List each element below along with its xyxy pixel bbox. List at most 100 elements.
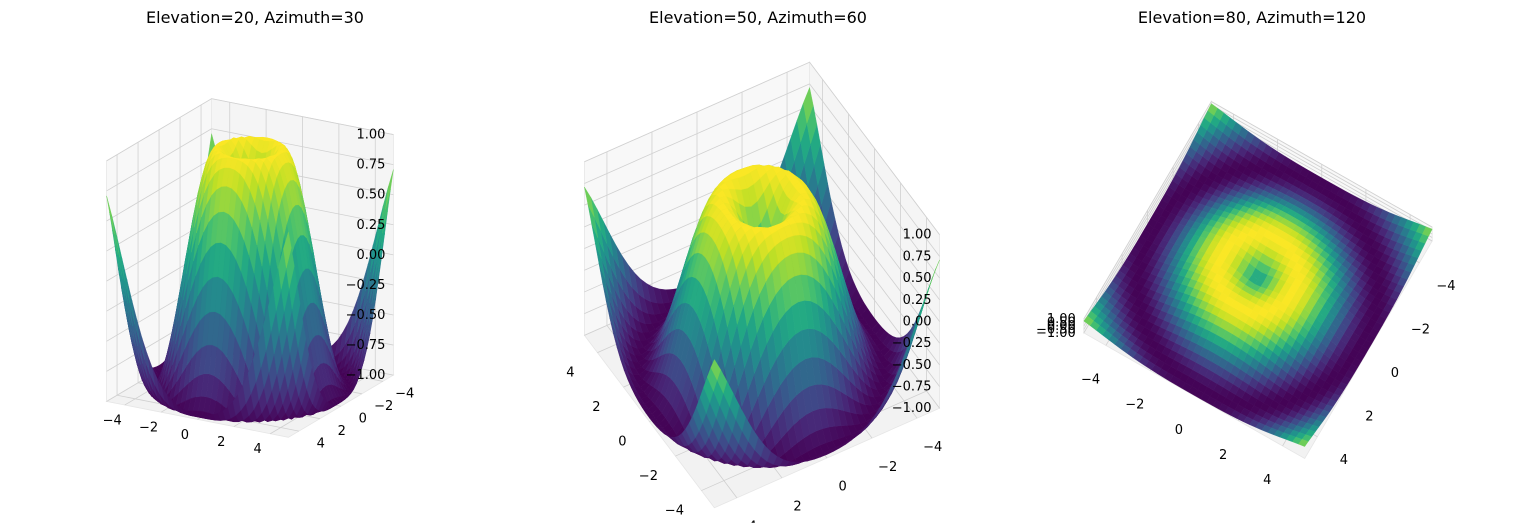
z-tick-label: 0.50 <box>356 188 385 203</box>
subplot-2: −4 4 −2 2 0 0 2 −2 4 −4 1.00 0.75 0.50 0.25 0.00 −0.25 −… <box>566 8 942 523</box>
z-tick-label: 0.25 <box>903 293 932 308</box>
surface-patch <box>1281 240 1292 251</box>
grid-line <box>809 61 940 235</box>
grid-line <box>584 83 810 184</box>
surface-patch <box>249 172 259 204</box>
grid-line <box>1211 101 1433 228</box>
grid-line <box>584 61 810 163</box>
subplot-1: −4−4−2−200 22 441.000.750.500.250.00−0.25−… <box>103 8 415 457</box>
z-tick-label: 0.75 <box>903 249 932 264</box>
surface-patch <box>1422 226 1433 237</box>
z-tick-label: 0.75 <box>356 158 385 173</box>
z-tick-label: 1.00 <box>903 228 932 243</box>
x-tick-label: 2 <box>793 500 801 515</box>
z-tick-label: 0.25 <box>356 218 385 233</box>
y-tick-label: 2 <box>217 435 225 450</box>
surface-patch <box>1215 283 1226 294</box>
grid-line <box>809 105 940 279</box>
grid-line <box>809 127 940 300</box>
surface-patch <box>710 359 721 381</box>
grid-line <box>809 170 940 344</box>
y-tick-label: −4 <box>103 413 122 428</box>
x-tick-label: 4 <box>1263 473 1271 488</box>
surface-patch <box>1083 315 1094 326</box>
x-tick-label: −2 <box>1125 398 1144 413</box>
grid-line <box>106 158 212 222</box>
x-tick-label: −4 <box>923 440 942 455</box>
y-tick-label: 4 <box>254 442 262 457</box>
x-tick-label: −4 <box>1081 373 1100 388</box>
z-tick-label: −0.50 <box>346 308 386 323</box>
y-tick-label: −4 <box>665 504 684 519</box>
surface-patch <box>929 259 940 287</box>
grid-line <box>211 128 394 166</box>
y-tick-label: 4 <box>1340 453 1348 468</box>
surface-patch <box>1242 306 1253 317</box>
surface-patch <box>1212 273 1224 284</box>
surface-patch <box>1258 307 1269 318</box>
grid-line <box>106 188 212 252</box>
z-tick-label: −0.50 <box>892 358 932 373</box>
z-tick-label: −0.50 <box>1036 322 1076 337</box>
grid-line <box>809 83 940 257</box>
surface-patch <box>1298 439 1309 447</box>
subplot-2-title: Elevation=50, Azimuth=60 <box>649 8 867 27</box>
surface-patch <box>1290 253 1301 264</box>
grid-line <box>584 126 810 228</box>
y-tick-label: 2 <box>592 400 600 415</box>
z-tick-label: −0.75 <box>346 338 386 353</box>
surface-patch <box>584 186 595 218</box>
y-tick-label: 4 <box>566 366 574 381</box>
grid-line <box>1211 108 1433 235</box>
z-tick-label: −0.25 <box>346 278 386 293</box>
z-tick-label: −1.00 <box>892 401 932 416</box>
z-tick-label: 0.00 <box>1047 319 1076 334</box>
surface-patch <box>1292 262 1304 273</box>
surface-patch <box>761 227 772 240</box>
z-tick-label: 0.00 <box>356 248 385 263</box>
z-tick-label: 0.50 <box>1047 315 1076 330</box>
grid-line <box>1083 101 1212 320</box>
y-tick-label: −2 <box>139 421 158 436</box>
z-tick-label: −0.25 <box>892 336 932 351</box>
x-tick-label: 4 <box>317 436 325 451</box>
y-tick-label: −2 <box>1411 322 1430 337</box>
surface-patch <box>1207 103 1218 116</box>
y-tick-label: −2 <box>639 469 658 484</box>
z-tick-label: −0.75 <box>892 380 932 395</box>
grid-line <box>1211 104 1433 231</box>
surface-patch <box>1237 231 1248 242</box>
x-tick-label: 0 <box>359 412 367 427</box>
y-tick-label: 0 <box>1391 366 1399 381</box>
grid-line <box>1083 108 1212 327</box>
y-tick-label: 2 <box>1365 409 1373 424</box>
y-tick-label: 0 <box>181 428 189 443</box>
y-tick-label: 0 <box>618 435 626 450</box>
x-tick-label: −2 <box>374 399 393 414</box>
z-tick-label: 1.00 <box>356 128 385 143</box>
x-tick-label: 2 <box>338 424 346 439</box>
z-tick-label: 1.00 <box>1047 312 1076 327</box>
z-tick-label: −1.00 <box>346 368 386 383</box>
grid-line <box>584 148 810 249</box>
surface-patch <box>803 86 814 124</box>
grid-line <box>809 148 940 322</box>
grid-line <box>106 128 212 192</box>
surface-patch <box>766 167 777 183</box>
surface-patch <box>744 228 756 243</box>
z-tick-label: −1.00 <box>1036 326 1076 341</box>
z-tick-label: 0.00 <box>903 314 932 329</box>
surface-patch <box>385 169 394 210</box>
subplot-3: 4 −4 2 −2 0 0 −2 2 −4 4 1.000.500.00−0.50−1.00 Ele… <box>1036 8 1456 488</box>
x-tick-label: 0 <box>838 480 846 495</box>
grid-line <box>106 98 212 162</box>
grid-line <box>584 105 810 206</box>
y-tick-label: −4 <box>1436 279 1455 294</box>
subplot-3-title: Elevation=80, Azimuth=120 <box>1138 8 1366 27</box>
x-tick-label: 0 <box>1175 423 1183 438</box>
subplot-1-title: Elevation=20, Azimuth=30 <box>146 8 364 27</box>
z-tick-label: 0.50 <box>903 271 932 286</box>
surface-patch <box>106 195 115 235</box>
x-tick-label: −4 <box>395 387 414 402</box>
